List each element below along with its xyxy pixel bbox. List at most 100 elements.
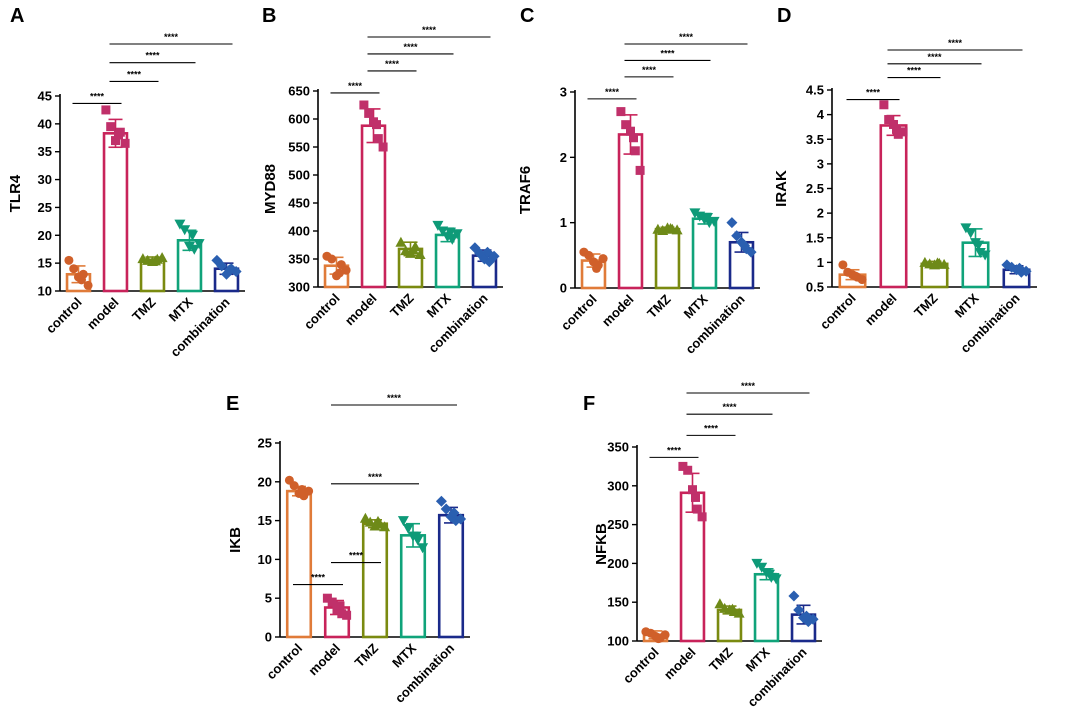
data-point [150,255,161,266]
data-point [174,219,186,230]
data-point [592,263,601,273]
significance-label: **** [642,65,657,75]
significance-label: **** [145,51,160,61]
data-point [694,211,706,222]
data-point [335,601,345,611]
y-tick-label: 550 [288,140,310,155]
significance-label: **** [387,393,402,403]
significance-label: **** [348,81,363,91]
significance-label: **** [368,472,383,482]
data-point [455,513,467,525]
data-point [584,250,594,260]
category-label: control [43,295,85,337]
panel-letter: A [10,5,24,27]
category-label: MTX [424,290,454,320]
y-axis-label: NFKB [593,523,610,565]
y-tick-label: 250 [607,517,629,532]
data-point [395,236,407,247]
significance-label: **** [422,25,437,35]
data-point [770,574,782,585]
data-point [488,250,500,262]
data-point [683,465,693,475]
y-axis-label: IRAK [773,170,790,207]
category-label: model [84,295,122,333]
data-point [616,107,626,117]
significance-label: **** [907,66,922,76]
category-label: MTX [389,640,419,670]
significance-label: **** [741,381,756,391]
significance-label: **** [311,573,326,583]
panel-letter: C [520,5,534,27]
data-point [193,239,205,250]
y-tick-label: 30 [38,172,52,187]
category-label: TMZ [706,644,736,674]
data-point [688,485,697,495]
category-label: control [620,645,662,687]
bar-MTX [691,217,718,290]
y-tick-label: 5 [265,591,272,606]
y-tick-label: 3 [817,156,824,171]
category-label: TMZ [352,640,382,670]
data-point [364,516,376,527]
significance-label: **** [866,88,881,98]
significance-label: **** [127,69,142,79]
data-point [83,280,93,290]
y-tick-label: 20 [38,228,52,243]
data-point [106,122,116,132]
significance-label: **** [927,52,942,62]
panel-letter: F [583,393,595,415]
data-point [111,136,120,146]
data-point [726,217,738,229]
category-label: TMZ [644,291,674,321]
y-tick-label: 1.5 [806,230,824,245]
data-point [327,597,337,607]
data-point [327,254,337,264]
data-point [437,226,449,237]
bar-MTX [434,233,461,289]
y-tick-label: 1 [817,255,824,270]
data-point [179,225,191,236]
category-label: MTX [681,291,711,321]
data-point [731,230,743,242]
category-label: MTX [743,644,773,674]
significance-label: **** [164,32,179,42]
data-point [764,569,775,580]
bar-MTX [753,572,780,643]
data-point [979,250,991,261]
data-point [410,531,422,542]
data-point [598,254,608,264]
data-point [335,268,344,278]
data-point [692,504,702,514]
category-label: TMZ [129,294,159,324]
y-axis-label: TLR4 [7,174,24,212]
category-label: model [305,641,343,679]
significance-label: **** [385,59,400,69]
data-point [801,610,812,622]
significance-label: **** [660,48,675,58]
data-point [184,241,195,252]
data-point [654,634,663,644]
panel-b: B 300 350 400 450 500 550 600 650 MYD88 control mod… [262,5,503,356]
data-point [402,523,414,534]
panel-f: F 100 150 200 250 300 350 NFKB control model TMZ MT… [583,381,822,710]
significance-label: **** [667,445,682,455]
data-point [932,257,943,268]
data-point [216,260,228,272]
significance-label: **** [722,402,737,412]
data-point [635,165,645,175]
panel-letter: D [777,5,791,27]
data-point [756,562,768,573]
data-point [297,485,307,495]
data-point [373,134,383,144]
data-point [857,275,867,285]
significance-label: **** [605,87,620,97]
y-tick-label: 150 [607,595,629,610]
y-tick-label: 10 [258,552,272,567]
panel-d: D 0.5 1 1.5 2 2.5 3 3.5 4 4.5 IRAK control model TMZ M… [773,5,1037,356]
data-point [733,607,745,618]
panel-letter: E [226,393,239,415]
category-label: control [263,641,305,683]
y-tick-label: 10 [38,284,52,299]
y-tick-label: 450 [288,196,310,211]
